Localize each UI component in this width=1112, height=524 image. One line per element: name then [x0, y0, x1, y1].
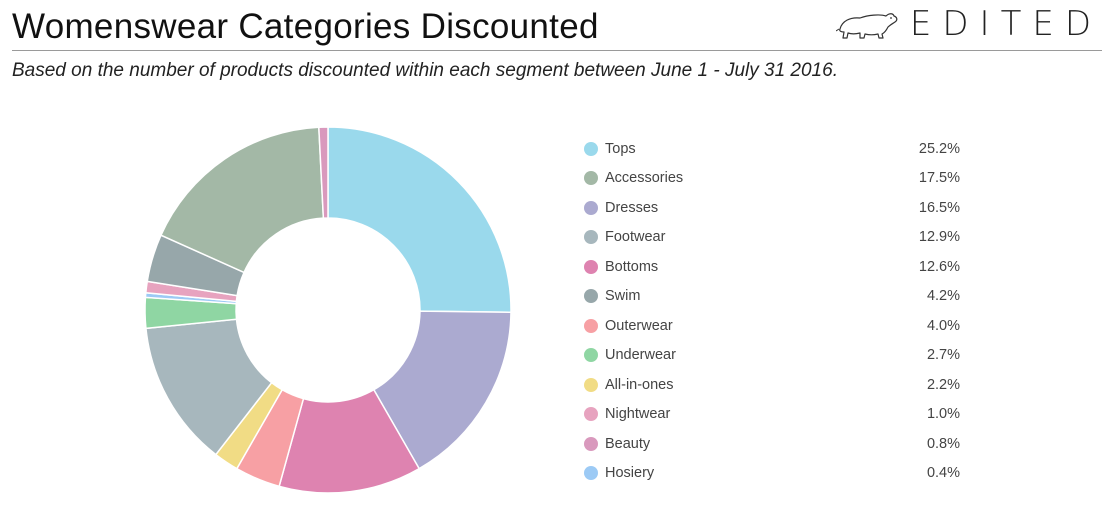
title-divider: [12, 50, 1102, 51]
legend-swatch: [584, 289, 598, 304]
legend-label: Tops: [605, 140, 636, 157]
legend-swatch: [584, 318, 598, 333]
legend-label: Underwear: [605, 347, 676, 364]
chart-legend: Tops 25.2% Accessories 17.5% Dresses 16.5% Foo…: [584, 134, 960, 488]
brand-name: EDITED: [909, 4, 1102, 44]
legend-item: Underwear 2.7%: [584, 341, 960, 371]
legend-value: 4.0%: [926, 317, 960, 334]
legend-swatch: [584, 466, 598, 481]
legend-swatch: [584, 171, 598, 186]
legend-swatch: [584, 141, 598, 156]
legend-label: Accessories: [605, 170, 684, 187]
legend-value: 25.2%: [918, 140, 960, 157]
legend-label: Bottoms: [605, 258, 659, 275]
legend-item: Accessories 17.5%: [584, 164, 960, 194]
legend-value: 4.2%: [926, 288, 960, 305]
legend-label: Dresses: [605, 199, 659, 216]
brand-logo: EDITED: [835, 4, 1102, 44]
donut-slice-dresses: [372, 310, 512, 470]
legend-item: Footwear 12.9%: [584, 223, 960, 253]
legend-value: 16.5%: [918, 199, 960, 216]
legend-label: Swim: [605, 288, 641, 305]
donut-slice-beauty: [318, 126, 329, 219]
polar-bear-icon: [835, 13, 898, 39]
legend-label: Hosiery: [605, 465, 655, 482]
legend-value: 12.6%: [918, 258, 960, 275]
legend-label: Footwear: [605, 229, 666, 246]
donut-slice-accessories: [159, 126, 325, 274]
donut-slice-tops: [327, 126, 512, 314]
legend-label: All-in-ones: [605, 376, 674, 393]
legend-item: Tops 25.2%: [584, 134, 960, 164]
legend-value: 12.9%: [918, 229, 960, 246]
legend-swatch: [584, 259, 598, 274]
legend-item: All-in-ones 2.2%: [584, 370, 960, 400]
legend-swatch: [584, 348, 598, 363]
chart-subtitle: Based on the number of products discount…: [12, 60, 838, 81]
legend-value: 2.7%: [926, 347, 960, 364]
legend-item: Outerwear 4.0%: [584, 311, 960, 341]
legend-value: 17.5%: [918, 170, 960, 187]
legend-swatch: [584, 407, 598, 422]
legend-label: Outerwear: [605, 317, 673, 334]
legend-value: 1.0%: [926, 406, 960, 423]
donut-chart: [144, 126, 512, 494]
legend-value: 0.8%: [926, 435, 960, 452]
legend-item: Hosiery 0.4%: [584, 459, 960, 489]
chart-title: Womenswear Categories Discounted: [12, 7, 599, 46]
legend-swatch: [584, 200, 598, 215]
legend-item: Dresses 16.5%: [584, 193, 960, 223]
legend-swatch: [584, 377, 598, 392]
legend-item: Nightwear 1.0%: [584, 400, 960, 430]
legend-item: Beauty 0.8%: [584, 429, 960, 459]
legend-label: Beauty: [605, 435, 651, 452]
legend-value: 0.4%: [926, 465, 960, 482]
legend-swatch: [584, 230, 598, 245]
legend-swatch: [584, 436, 598, 451]
legend-item: Bottoms 12.6%: [584, 252, 960, 282]
legend-item: Swim 4.2%: [584, 282, 960, 312]
legend-value: 2.2%: [926, 376, 960, 393]
legend-label: Nightwear: [605, 406, 671, 423]
